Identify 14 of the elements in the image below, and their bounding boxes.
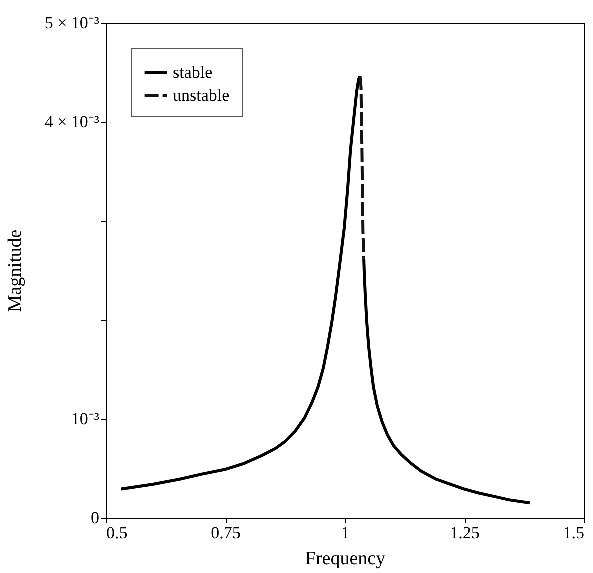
x-tick-label: 1: [341, 524, 350, 542]
y-tick-label: 10⁻³: [71, 410, 100, 428]
y-axis-title: Magnitude: [4, 230, 26, 312]
y-tick-label: 4 × 10⁻³: [44, 112, 100, 132]
x-tick-label: 0.5: [106, 524, 128, 542]
line-series: [358, 74, 366, 260]
x-tick-label: 1.5: [563, 524, 584, 542]
y-tick-label: 5 × 10⁻³: [44, 14, 100, 32]
legend-label: unstable: [173, 86, 230, 105]
x-tick-label: 0.75: [211, 524, 241, 542]
x-axis-title: Frequency: [305, 548, 386, 570]
legend-label: stable: [173, 63, 213, 82]
x-tick-label: 1.25: [450, 524, 480, 542]
y-tick-label: 0: [91, 508, 100, 528]
